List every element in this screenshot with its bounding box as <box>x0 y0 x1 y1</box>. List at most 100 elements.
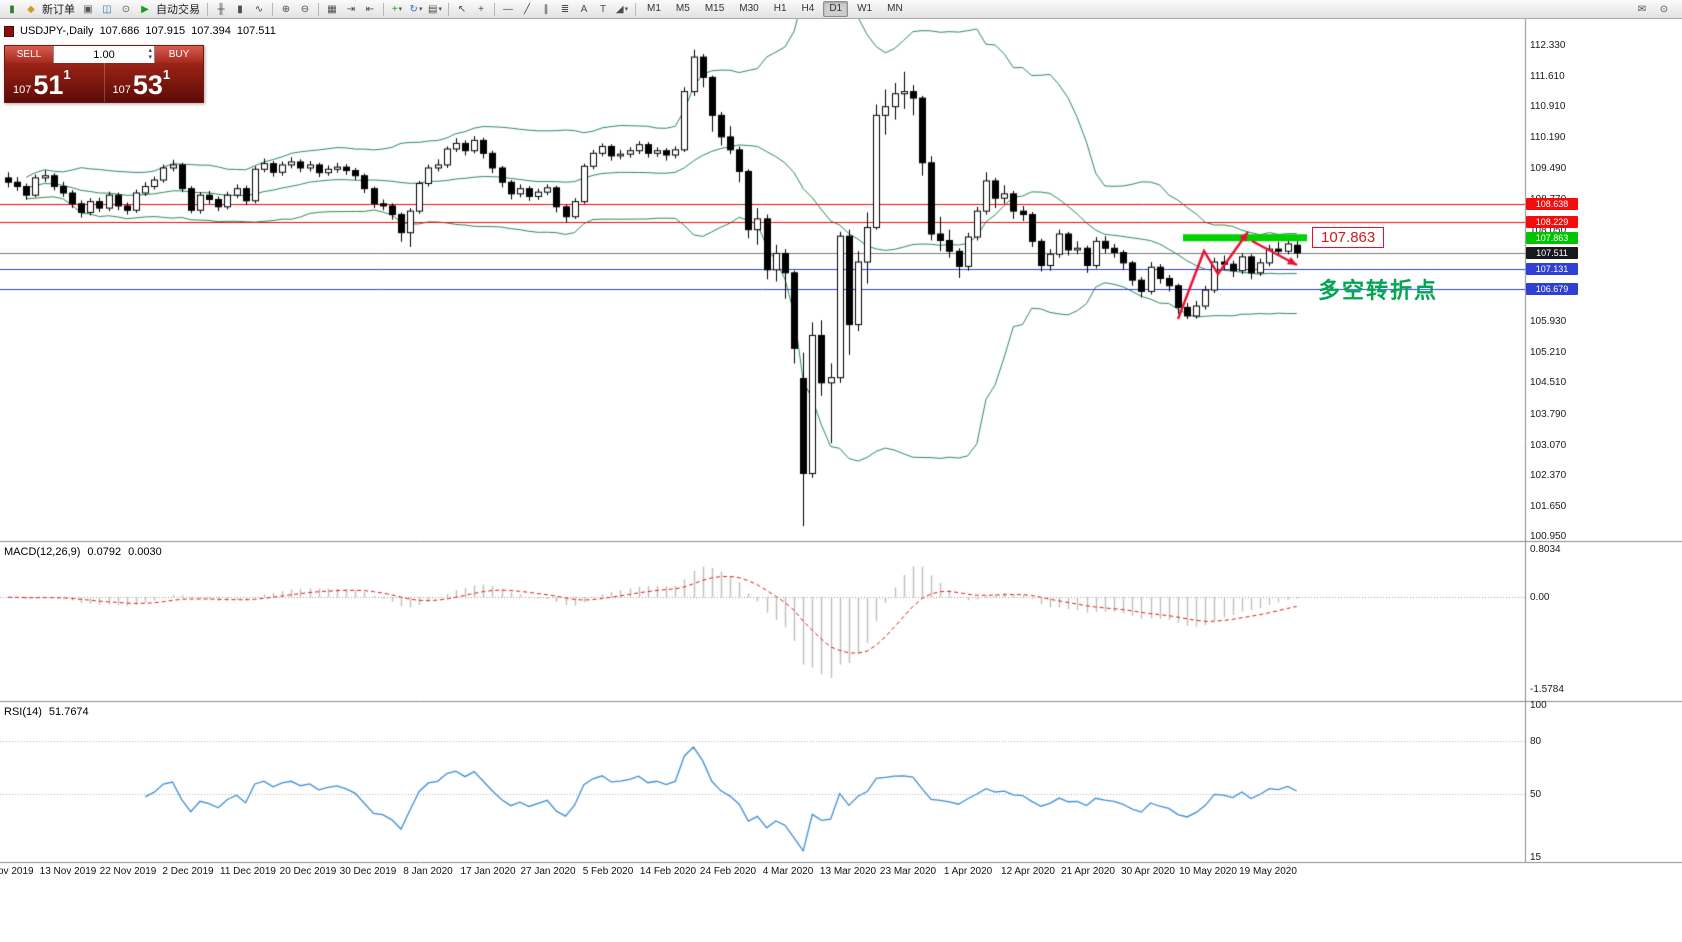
zoom-out-icon[interactable]: ⊖ <box>300 3 310 15</box>
main-toolbar: ▮ ◆ 新订单 ▣ ◫ ⊙ ▶ 自动交易 ╫ ▮ ∿ ⊕ ⊖ ▦ ⇥ ⇤ + ▾ ↻ ▾ ▤ ▾ ↖ + ― ╱ ∥ ≣ A T ◢ ▾ M1 M… <box>0 0 1682 19</box>
channel-tool-icon[interactable]: ∥ <box>543 3 549 15</box>
data-window-icon[interactable]: ⊙ <box>121 3 131 15</box>
text-tool-icon[interactable]: A <box>580 3 588 15</box>
date-tick-17: 12 Apr 2020 <box>1001 866 1055 877</box>
macd-scale-bottom: -1.5784 <box>1530 684 1564 695</box>
templates-icon-dropdown[interactable]: ▾ <box>438 6 442 13</box>
timeframe-m30[interactable]: M30 <box>739 3 759 14</box>
hline-tool-icon[interactable]: ― <box>503 3 513 15</box>
bid-price-sup: 1 <box>63 67 71 82</box>
volume-down-arrow-icon[interactable]: ▾ <box>148 54 152 61</box>
crosshair-icon[interactable]: + <box>478 3 484 15</box>
price-tick-110.190: 110.190 <box>1530 132 1566 144</box>
price-tick-104.510: 104.510 <box>1530 377 1567 389</box>
date-tick-14: 13 Mar 2020 <box>819 866 877 877</box>
buy-price-button[interactable]: 107 53 1 <box>103 63 204 102</box>
shapes-tool-icon-dropdown[interactable]: ▾ <box>624 6 629 13</box>
profiles-icon[interactable]: ▣ <box>83 3 93 15</box>
date-tick-3: 2 Dec 2019 <box>162 866 214 877</box>
toolbar-separator <box>635 2 636 16</box>
search-icon[interactable]: ⊙ <box>1659 3 1669 15</box>
chart-window: USDJPY-,Daily 107.686 107.915 107.394 10… <box>0 19 1682 942</box>
macd-scale-top: 0.8034 <box>1530 544 1561 555</box>
timeframe-w1[interactable]: W1 <box>857 3 873 14</box>
bar-chart-icon[interactable]: ╫ <box>217 3 225 15</box>
timeframe-h4[interactable]: H4 <box>801 3 815 14</box>
date-tick-1: 13 Nov 2019 <box>39 866 97 877</box>
price-axis[interactable]: 112.330111.610110.910110.190109.490108.7… <box>1526 19 1682 942</box>
community-icon[interactable]: ✉ <box>1637 3 1647 15</box>
date-tick-4: 11 Dec 2019 <box>220 866 276 877</box>
autotrade-button-label[interactable]: 自动交易 <box>156 4 200 16</box>
date-tick-8: 17 Jan 2020 <box>460 866 516 877</box>
templates-icon[interactable]: ▤ ▾ <box>428 3 442 15</box>
sell-price-button[interactable]: 107 51 1 <box>5 63 104 102</box>
date-tick-2: 22 Nov 2019 <box>99 866 157 877</box>
new-chart-icon-dropdown[interactable]: ▾ <box>398 6 403 13</box>
volume-value[interactable]: 1.00 <box>93 48 115 61</box>
price-chart-canvas[interactable] <box>0 19 1682 942</box>
bid-price-big: 51 <box>33 70 64 100</box>
price-tick-103.070: 103.070 <box>1530 439 1567 451</box>
timeframe-mn[interactable]: MN <box>887 3 903 14</box>
sell-button[interactable]: SELL <box>5 46 53 63</box>
volume-spinner[interactable]: ▴ ▾ <box>148 47 152 61</box>
date-tick-21: 19 May 2020 <box>1239 866 1297 877</box>
indicators-icon[interactable]: ↻ ▾ <box>409 3 423 15</box>
ohlc-close: 107.511 <box>236 25 276 37</box>
new-chart-icon[interactable]: + ▾ <box>391 3 403 15</box>
volume-input[interactable]: 1.00 ▴ ▾ <box>53 46 155 63</box>
toolbar-separator <box>383 2 384 16</box>
date-tick-10: 5 Feb 2020 <box>582 866 634 877</box>
price-tick-105.210: 105.210 <box>1530 347 1567 359</box>
ask-price-small: 107 <box>112 84 131 96</box>
toolbar-separator <box>448 2 449 16</box>
toolbar-separator <box>272 2 273 16</box>
shapes-tool-icon[interactable]: ◢ ▾ <box>615 3 629 15</box>
fibonacci-tool-icon[interactable]: ≣ <box>560 3 570 15</box>
price-tick-108.050: 108.050 <box>1530 224 1567 236</box>
date-tick-16: 1 Apr 2020 <box>943 866 993 877</box>
price-tick-103.790: 103.790 <box>1530 408 1567 420</box>
candlestick-chart-icon[interactable]: ▮ <box>237 3 243 15</box>
timeframe-d1[interactable]: D1 <box>823 1 849 17</box>
new-order-button-label[interactable]: 新订单 <box>42 4 75 16</box>
date-tick-6: 30 Dec 2019 <box>339 866 397 877</box>
price-tick-111.610: 111.610 <box>1530 71 1565 83</box>
annotation-note[interactable]: 多空转折点 <box>1318 278 1439 303</box>
timeframe-h1[interactable]: H1 <box>773 3 787 14</box>
volume-up-arrow-icon[interactable]: ▴ <box>148 47 152 54</box>
auto-arrange-icon[interactable]: ⇥ <box>346 3 356 15</box>
date-tick-15: 23 Mar 2020 <box>879 866 937 877</box>
date-tick-5: 20 Dec 2019 <box>279 866 337 877</box>
autotrade-button[interactable]: ▶ <box>141 3 149 15</box>
label-tool-icon[interactable]: T <box>599 3 607 15</box>
price-badge-107.131: 107.131 <box>1526 263 1578 276</box>
market-watch-icon[interactable]: ◫ <box>102 3 112 15</box>
indicators-icon-dropdown[interactable]: ▾ <box>418 6 423 13</box>
price-tick-102.370: 102.370 <box>1530 469 1567 481</box>
timeframe-m5[interactable]: M5 <box>675 3 690 14</box>
price-callout-label[interactable]: 107.863 <box>1312 227 1385 248</box>
line-chart-icon[interactable]: ∿ <box>254 3 264 15</box>
price-tick-109.490: 109.490 <box>1530 162 1567 174</box>
date-tick-13: 4 Mar 2020 <box>762 866 814 877</box>
timeframe-m1[interactable]: M1 <box>647 3 661 14</box>
date-tick-20: 10 May 2020 <box>1179 866 1237 877</box>
trendline-tool-icon[interactable]: ╱ <box>523 3 531 15</box>
ask-price-big: 53 <box>132 70 163 100</box>
price-badge-108.638: 108.638 <box>1526 198 1578 211</box>
app-icon[interactable]: ▮ <box>9 3 15 15</box>
tile-windows-icon[interactable]: ▦ <box>327 3 337 15</box>
buy-button[interactable]: BUY <box>155 46 203 63</box>
track-chart-icon[interactable]: ⇤ <box>365 3 375 15</box>
rsi-indicator-header: RSI(14) 51.7674 <box>4 706 89 718</box>
new-order-button[interactable]: ◆ <box>27 3 35 15</box>
macd-name: MACD(12,26,9) <box>4 546 81 558</box>
timeframe-m15[interactable]: M15 <box>704 3 725 14</box>
cursor-icon[interactable]: ↖ <box>457 3 467 15</box>
macd-scale-zero: 0.00 <box>1530 592 1550 604</box>
zoom-in-icon[interactable]: ⊕ <box>281 3 291 15</box>
